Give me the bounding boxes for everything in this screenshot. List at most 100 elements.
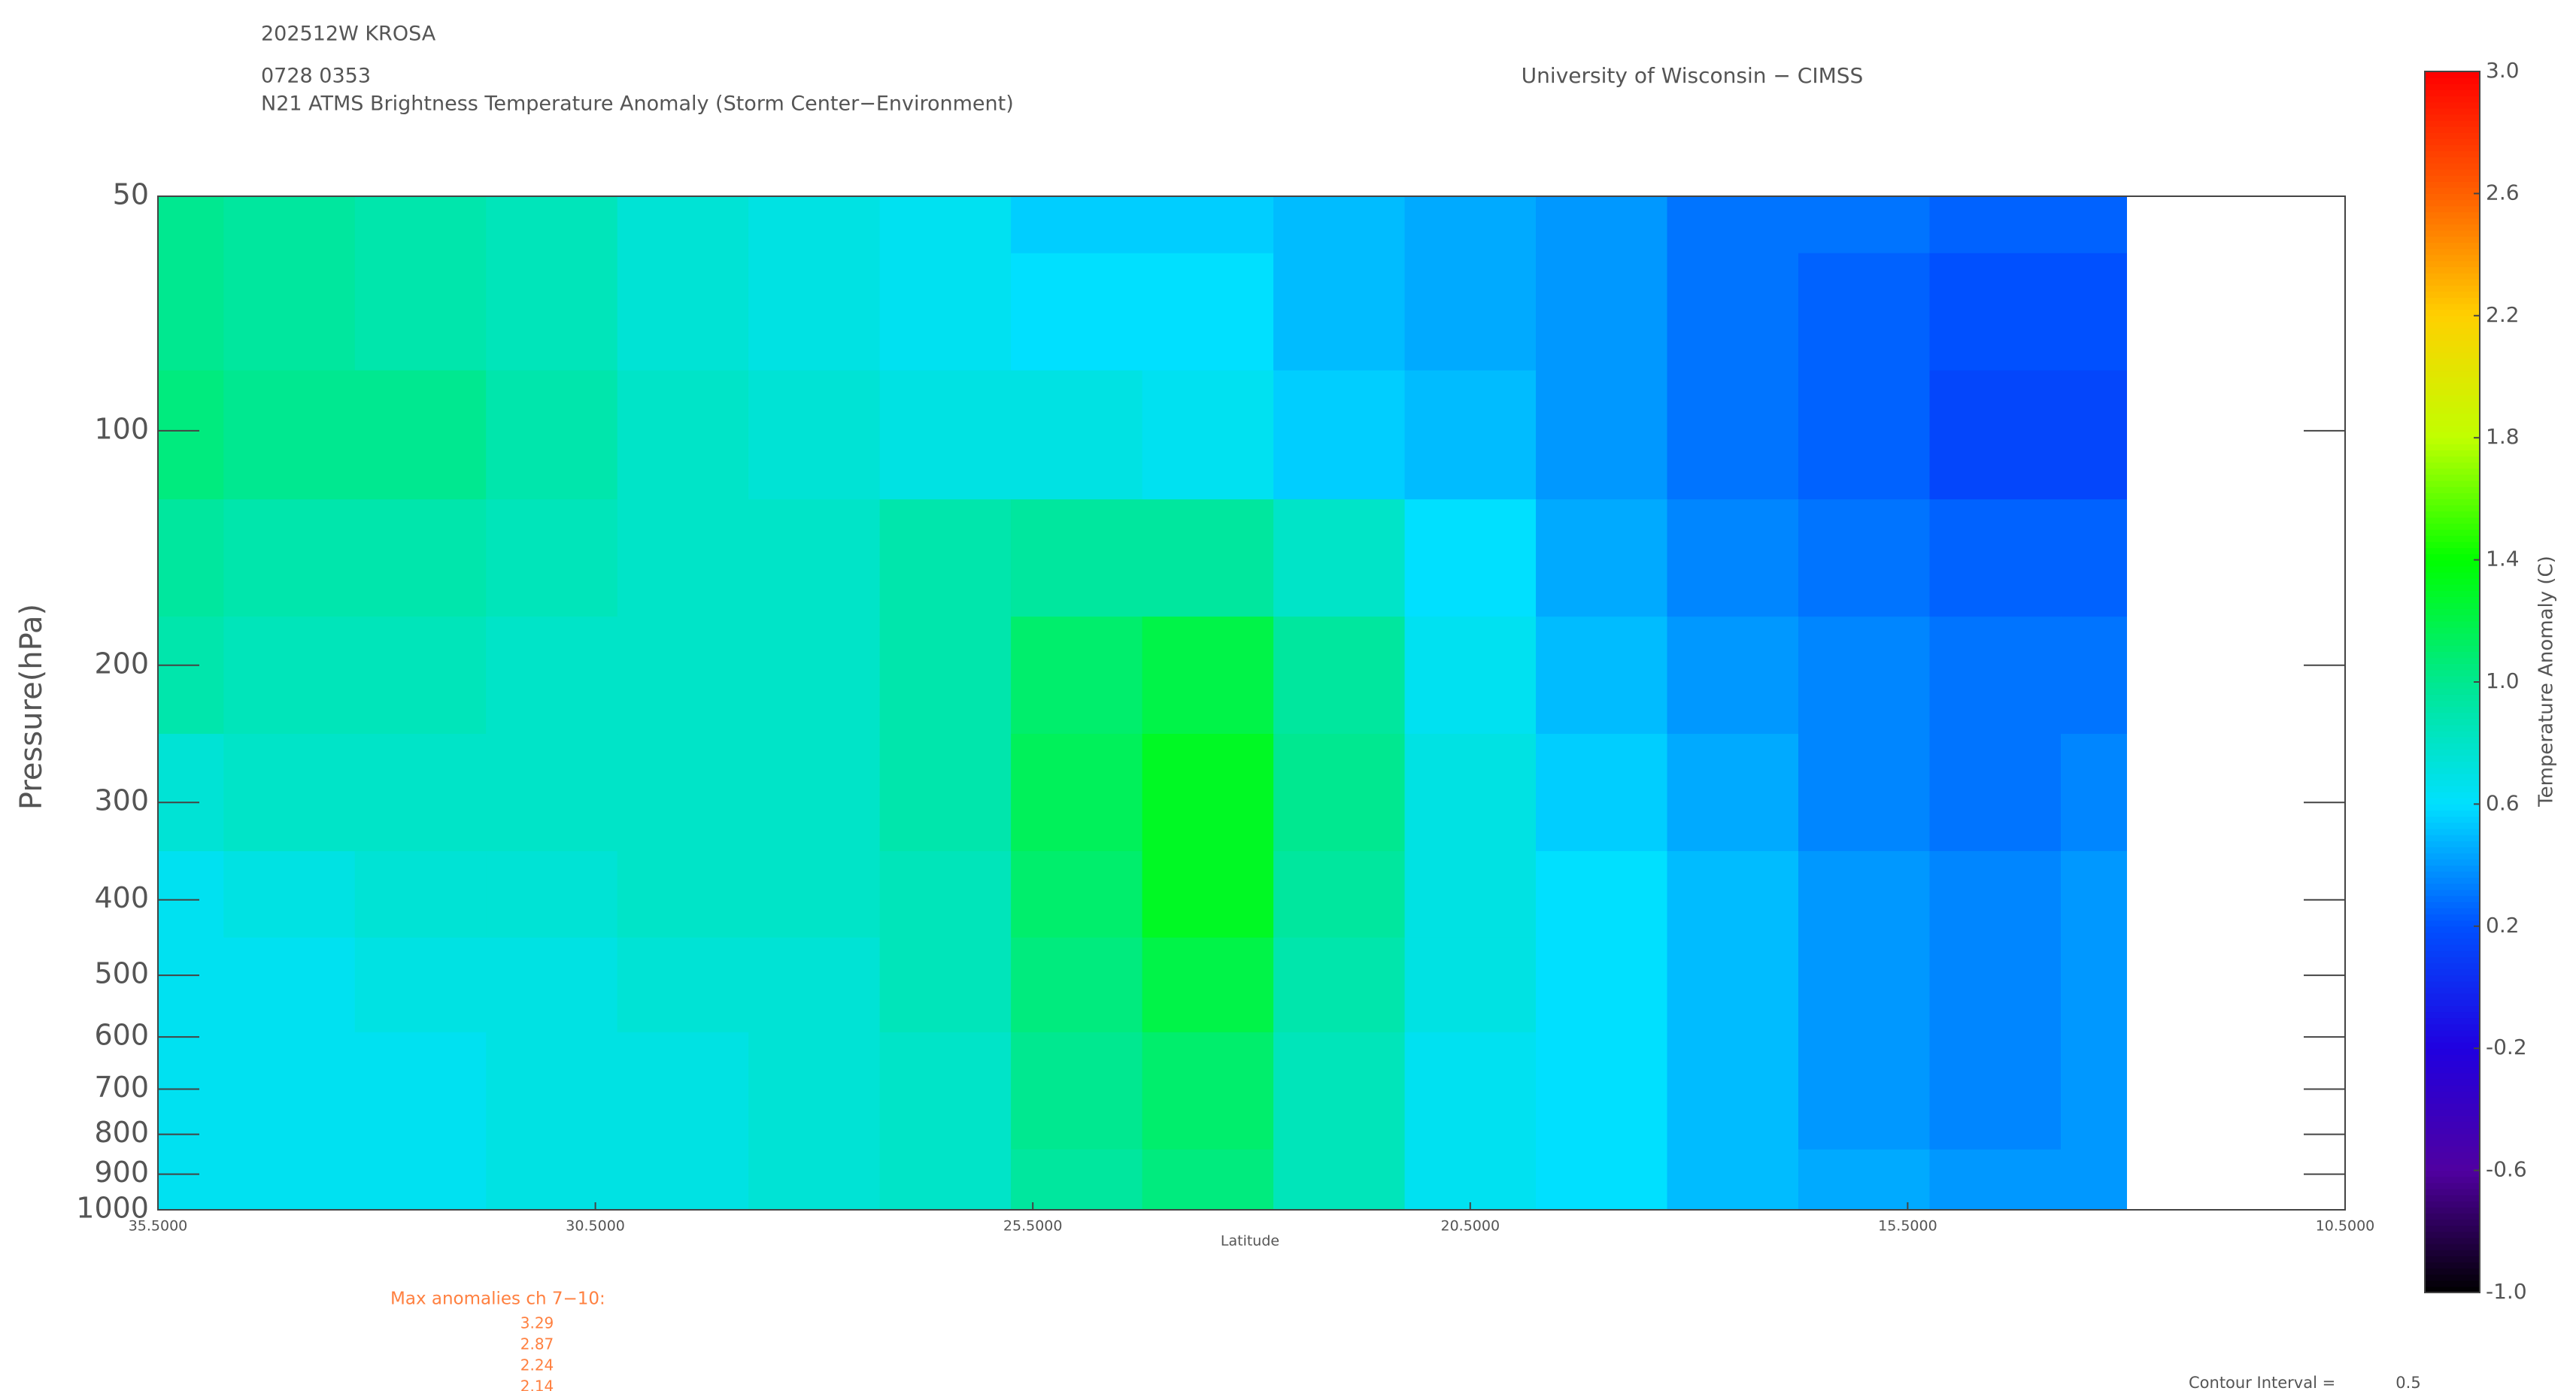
colorbar-swatch: [2425, 279, 2480, 286]
colorbar-swatch: [2425, 968, 2480, 976]
colorbar-swatch: [2425, 639, 2480, 646]
contour-cell: [1667, 196, 1799, 254]
colorbar-tick-label: 2.6: [2486, 180, 2520, 205]
contour-cell: [617, 617, 749, 735]
y-tick-label: 200: [94, 647, 149, 680]
colorbar-swatch: [2425, 602, 2480, 610]
contour-cell: [1667, 499, 1799, 617]
colorbar-swatch: [2425, 889, 2480, 896]
colorbar-swatch: [2425, 559, 2480, 567]
y-axis-title: Pressure(hPa): [14, 604, 49, 810]
colorbar-swatch: [2425, 712, 2480, 720]
contour-cell: [1798, 1032, 1931, 1150]
contour-cell: [617, 499, 749, 617]
colorbar-swatch: [2425, 1164, 2480, 1171]
source: University of Wisconsin − CIMSS: [1522, 63, 1864, 88]
contour-cell: [1273, 937, 1406, 1033]
colorbar-swatch: [2425, 547, 2480, 555]
colorbar-swatch: [2425, 401, 2480, 408]
contour-cell: [354, 617, 487, 735]
colorbar-swatch: [2425, 389, 2480, 395]
contour-cell: [1273, 253, 1406, 371]
colorbar-swatch: [2425, 773, 2480, 780]
contour-cell: [1011, 1149, 1143, 1211]
contour-cell: [223, 1032, 356, 1150]
contour-cell: [223, 253, 356, 371]
colorbar-swatch: [2425, 242, 2480, 250]
colorbar-swatch: [2425, 786, 2480, 792]
colorbar-swatch: [2425, 883, 2480, 890]
colorbar-tick-label: -1.0: [2486, 1279, 2527, 1304]
contour-cell: [1667, 1149, 1799, 1211]
colorbar-swatch: [2425, 511, 2480, 518]
colorbar-swatch: [2425, 779, 2480, 786]
colorbar-swatch: [2425, 1017, 2480, 1025]
contour-cell: [748, 499, 881, 617]
colorbar-swatch: [2425, 828, 2480, 835]
contour-cell: [1011, 196, 1143, 254]
chart-title: N21 ATMS Brightness Temperature Anomaly …: [261, 92, 1014, 116]
contour-cell: [2060, 370, 2127, 500]
contour-cell: [1536, 499, 1668, 617]
colorbar-swatch: [2425, 432, 2480, 438]
colorbar-swatch: [2425, 962, 2480, 970]
y-tick-label: 100: [94, 412, 149, 445]
colorbar-swatch: [2425, 1066, 2480, 1074]
contour-cell: [1273, 196, 1406, 254]
colorbar-swatch: [2425, 120, 2480, 127]
contour-cell: [1404, 196, 1537, 254]
contour-cell: [748, 734, 881, 852]
colorbar-swatch: [2425, 1140, 2480, 1147]
contour-cell: [748, 253, 881, 371]
colorbar-swatch: [2425, 932, 2480, 939]
colorbar-swatch: [2425, 590, 2480, 597]
colorbar-swatch: [2425, 896, 2480, 902]
colorbar-swatch: [2425, 761, 2480, 768]
y-tick-label: 800: [94, 1116, 149, 1149]
contour-cell: [879, 1149, 1012, 1211]
colorbar-swatch: [2425, 908, 2480, 915]
colorbar-swatch: [2425, 694, 2480, 701]
contour-cell: [748, 370, 881, 500]
colorbar-swatch: [2425, 352, 2480, 359]
colorbar-swatch: [2425, 835, 2480, 841]
colorbar-swatch: [2425, 71, 2480, 78]
contour-cell: [486, 850, 618, 938]
colorbar-swatch: [2425, 1274, 2480, 1281]
colorbar-swatch: [2425, 816, 2480, 823]
contour-cell: [1404, 850, 1537, 938]
colorbar-swatch: [2425, 413, 2480, 420]
colorbar-swatch: [2425, 1286, 2480, 1293]
contour-cell: [617, 1149, 749, 1211]
colorbar-swatch: [2425, 871, 2480, 878]
contour-cell: [748, 196, 881, 254]
colorbar-tick-label: 2.2: [2486, 302, 2520, 327]
contour-cell: [158, 499, 225, 617]
colorbar-swatch: [2425, 83, 2480, 90]
colorbar-swatch: [2425, 126, 2480, 133]
contour-cell: [617, 734, 749, 852]
contour-cell: [879, 253, 1012, 371]
contour-cell: [1667, 850, 1799, 938]
colorbar-swatch: [2425, 1188, 2480, 1196]
colorbar-swatch: [2425, 1213, 2480, 1220]
colorbar-swatch: [2425, 626, 2480, 634]
colorbar-swatch: [2425, 248, 2480, 256]
colorbar-swatch: [2425, 187, 2480, 194]
contour-interval-label: Contour Interval =: [2189, 1374, 2335, 1391]
colorbar-swatch: [2425, 1244, 2480, 1250]
contour-cell: [879, 617, 1012, 735]
contour-cell: [486, 1032, 618, 1150]
colorbar-swatch: [2425, 938, 2480, 945]
contour-cell: [2060, 499, 2127, 617]
colorbar-swatch: [2425, 1158, 2480, 1165]
colorbar-title: Temperature Anomaly (C): [2535, 556, 2558, 808]
colorbar-swatch: [2425, 272, 2480, 280]
contour-cell: [748, 1149, 881, 1211]
contour-cell: [1798, 617, 1931, 735]
colorbar-swatch: [2425, 1103, 2480, 1110]
colorbar-swatch: [2425, 682, 2480, 689]
colorbar-swatch: [2425, 168, 2480, 176]
contour-cell: [1142, 1032, 1274, 1150]
contour-cell: [617, 850, 749, 938]
